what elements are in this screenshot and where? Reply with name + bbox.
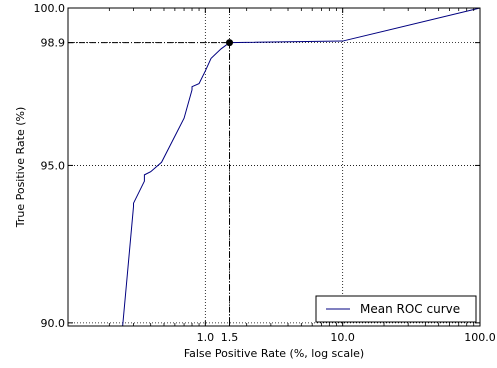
roc-curve-line [122, 7, 481, 327]
legend-box [315, 295, 477, 323]
label-layer: False Positive Rate (%, log scale) True … [14, 107, 364, 360]
y-tick-label: 100.0 [34, 2, 66, 15]
y-tick-label: 98.9 [41, 37, 66, 50]
y-tick-label: 90.0 [41, 317, 66, 330]
plot-frame [67, 7, 481, 327]
tick-layer: 1.0 1.5 10.0 100.0 90.0 95.0 98.9 100.0 [34, 2, 496, 344]
x-tick-label: 100.0 [464, 331, 496, 344]
x-axis-label: False Positive Rate (%, log scale) [184, 347, 364, 360]
legend-label: Mean ROC curve [360, 302, 460, 316]
legend: Mean ROC curve [315, 295, 477, 323]
series-layer [122, 7, 481, 327]
operating-point-marker [226, 39, 234, 47]
y-tick-label: 95.0 [41, 159, 66, 172]
x-tick-label: 1.0 [197, 331, 215, 344]
y-axis-label: True Positive Rate (%) [14, 107, 27, 229]
guide-layer [68, 42, 231, 326]
grid-layer [68, 7, 481, 326]
x-tick-label: 10.0 [330, 331, 355, 344]
x-tick-label: 1.5 [221, 331, 239, 344]
